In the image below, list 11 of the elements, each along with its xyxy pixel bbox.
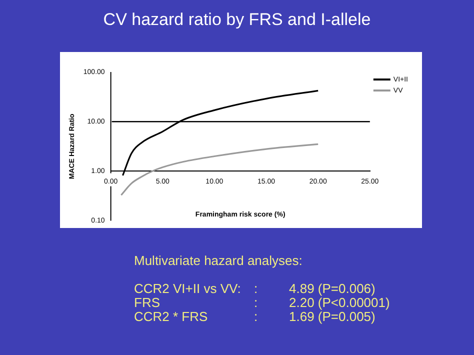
text: :: [254, 295, 259, 310]
text: :: [254, 281, 259, 296]
text: CCR2 VI+II vs VV:: [134, 281, 242, 296]
text: FRS: [134, 295, 161, 310]
text: Multivariate hazard analyses:: [134, 253, 304, 268]
text: 1.69 (P=0.005): [289, 309, 376, 324]
chart-title: CV hazard ratio by FRS and I-allele: [102, 10, 372, 30]
text: :: [254, 309, 259, 324]
text: 2.20 (P<0.00001): [289, 295, 390, 310]
text: 4.89 (P=0.006): [289, 281, 376, 296]
text: CCR2 * FRS: [134, 309, 209, 324]
